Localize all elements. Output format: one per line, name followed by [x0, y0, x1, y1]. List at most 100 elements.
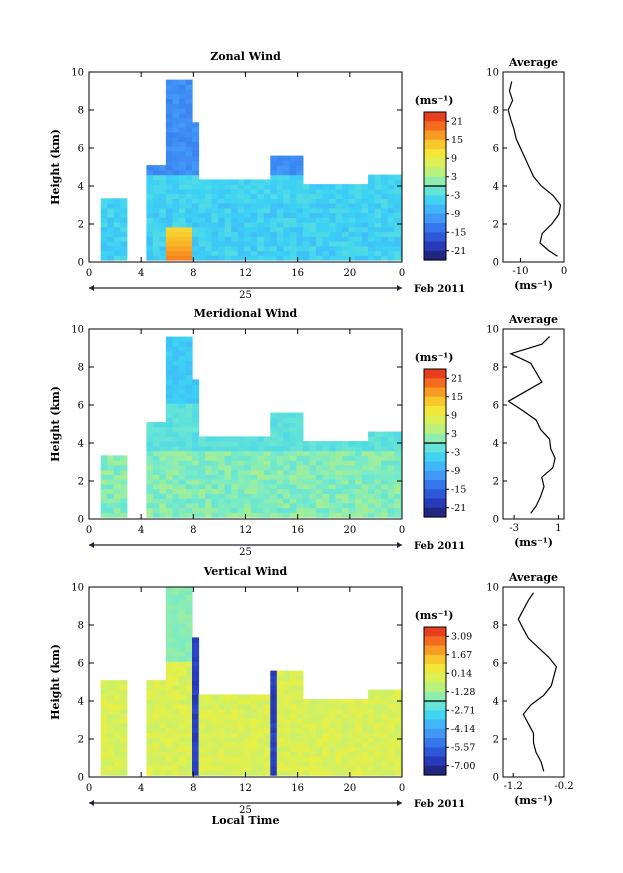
colorbar-tick-label: 1.67 — [451, 650, 472, 661]
heatmap-cell — [296, 512, 304, 518]
heatmap-cell — [387, 255, 395, 261]
heatmap-cell — [107, 727, 115, 733]
heatmap-cell — [120, 708, 128, 714]
heatmap-cell — [400, 226, 402, 233]
heatmap-cell — [205, 236, 213, 242]
heatmap-cell — [100, 226, 108, 233]
heatmap-cell — [172, 117, 180, 123]
heatmap-cell — [224, 502, 232, 509]
heatmap-cell — [348, 756, 356, 762]
heatmap-cell — [237, 217, 245, 223]
heatmap-cell — [179, 231, 187, 237]
heatmap-cell — [342, 455, 350, 461]
heatmap-cell — [289, 770, 297, 776]
heatmap-cell — [257, 756, 265, 762]
heatmap-cell — [237, 198, 245, 204]
heatmap-cell — [172, 760, 180, 767]
heatmap-cell — [381, 193, 389, 199]
heatmap-cell — [172, 703, 180, 710]
heatmap-cell — [192, 642, 200, 648]
heatmap-cell — [172, 188, 180, 195]
heatmap-cell — [120, 241, 128, 247]
heatmap-cell — [100, 694, 108, 700]
heatmap-cell — [394, 770, 402, 776]
heatmap-cell — [159, 756, 167, 762]
heatmap-cell — [237, 512, 245, 518]
heatmap-cell — [368, 770, 376, 776]
heatmap-cell — [172, 131, 180, 138]
heatmap-cell — [218, 751, 226, 757]
heatmap-cell — [355, 203, 363, 209]
heatmap-cell — [205, 188, 213, 195]
heatmap-cell — [302, 507, 310, 513]
x-tick-label: 12 — [239, 783, 252, 794]
heatmap-cell — [315, 231, 323, 237]
heatmap-cell — [192, 498, 200, 504]
heatmap-cell — [355, 746, 363, 752]
heatmap-cell — [192, 699, 200, 705]
heatmap-cell — [179, 426, 187, 433]
heatmap-cell — [165, 765, 173, 771]
colorbar-segment — [424, 176, 446, 187]
heatmap-cell — [237, 699, 245, 705]
heatmap-cell — [394, 431, 402, 437]
heatmap-cell — [224, 483, 232, 490]
x-tick-label: 4 — [138, 525, 144, 536]
heatmap-cell — [276, 245, 284, 252]
heatmap-cell — [250, 493, 258, 499]
heatmap-cell — [394, 760, 402, 767]
heatmap-cell — [283, 436, 291, 442]
heatmap-cell — [113, 502, 121, 509]
heatmap-cell — [218, 188, 226, 195]
heatmap-cell — [263, 179, 271, 185]
heatmap-cell — [172, 694, 180, 700]
heatmap-cell — [152, 732, 160, 738]
heatmap-cell — [368, 718, 376, 724]
heatmap-cell — [165, 226, 173, 233]
heatmap-cell — [374, 226, 382, 233]
heatmap-cell — [381, 479, 389, 485]
heatmap-cell — [381, 703, 389, 710]
heatmap-cell — [179, 250, 187, 256]
heatmap-cell — [257, 737, 265, 743]
heatmap-cell — [244, 198, 252, 204]
heatmap-cell — [381, 179, 389, 185]
heatmap-cell — [394, 207, 402, 214]
heatmap-cell — [179, 407, 187, 414]
heatmap-cell — [309, 455, 317, 461]
heatmap-cell — [276, 441, 284, 447]
heatmap-cell — [374, 212, 382, 218]
heatmap-cell — [296, 236, 304, 242]
heatmap-cell — [283, 713, 291, 719]
heatmap-cell — [283, 445, 291, 452]
heatmap-cell — [381, 689, 389, 695]
heatmap-cell — [172, 642, 180, 648]
heatmap-cell — [146, 203, 154, 209]
heatmap-cell — [185, 174, 193, 180]
heatmap-cell — [250, 464, 258, 471]
heatmap-cell — [185, 79, 193, 85]
heatmap-cell — [192, 431, 200, 437]
x-tick-label: 0 — [399, 783, 405, 794]
heatmap-cell — [348, 193, 356, 199]
heatmap-cell — [322, 770, 330, 776]
heatmap-cell — [250, 741, 258, 748]
heatmap-cell — [146, 483, 154, 490]
heatmap-cell — [368, 464, 376, 471]
heatmap-cell — [244, 737, 252, 743]
heatmap-cell — [179, 488, 187, 494]
avg-y-tick-label: 8 — [493, 621, 499, 632]
heatmap-cell — [355, 741, 363, 748]
heatmap-cell — [270, 493, 278, 499]
heatmap-cell — [218, 226, 226, 233]
heatmap-cell — [322, 722, 330, 729]
heatmap-cell — [185, 93, 193, 100]
heatmap-cell — [387, 222, 395, 228]
heatmap-cell — [107, 507, 115, 513]
heatmap-cell — [107, 455, 115, 461]
heatmap-cell — [335, 483, 343, 490]
heatmap-cell — [257, 488, 265, 494]
heatmap-cell — [107, 751, 115, 757]
heatmap-cell — [289, 436, 297, 442]
heatmap-cell — [400, 174, 402, 180]
